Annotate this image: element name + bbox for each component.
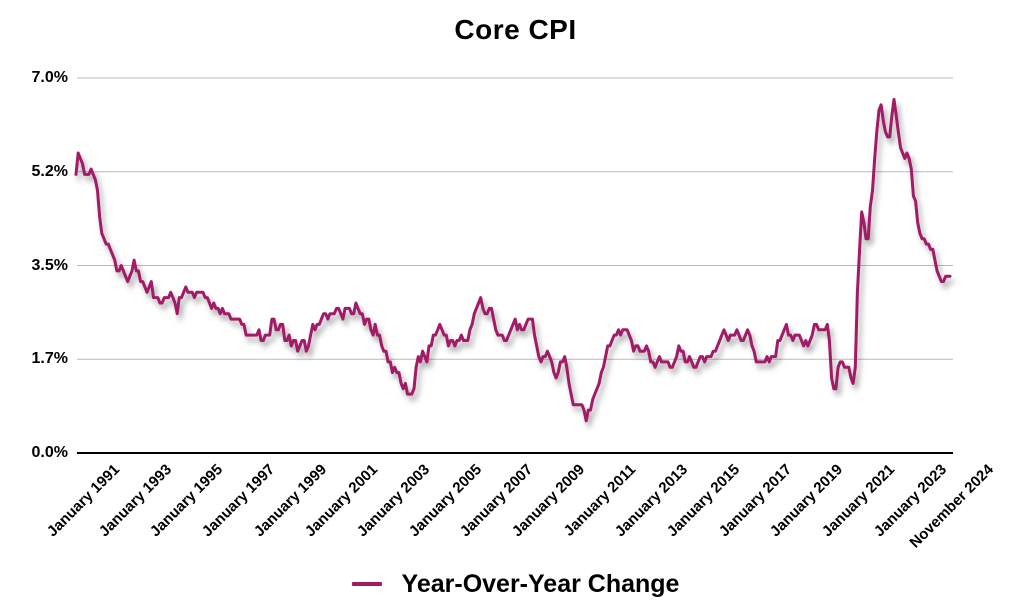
y-axis-tick-label: 0.0% xyxy=(31,444,68,461)
y-axis-tick-label: 7.0% xyxy=(31,69,68,86)
chart-title: Core CPI xyxy=(454,14,577,45)
data-line xyxy=(74,97,952,423)
y-axis-tick-label: 1.7% xyxy=(31,350,68,368)
legend-line-swatch xyxy=(351,582,382,586)
y-axis-tick-label: 5.2% xyxy=(31,162,68,180)
legend: Year-Over-Year Change xyxy=(0,566,1031,602)
gridlines xyxy=(77,77,953,454)
y-axis-tick-label: 3.5% xyxy=(31,256,68,274)
legend-label: Year-Over-Year Change xyxy=(401,569,680,598)
